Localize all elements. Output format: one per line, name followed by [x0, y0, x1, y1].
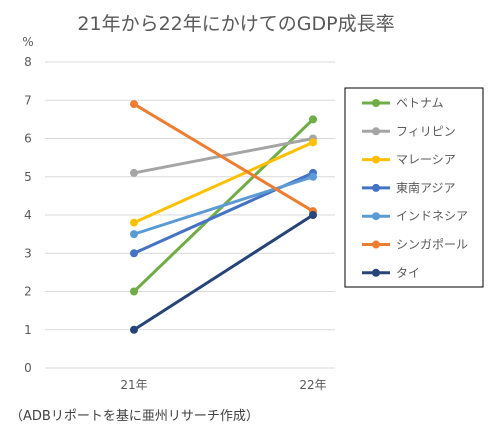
- data-point: [130, 287, 138, 296]
- data-point: [309, 211, 317, 219]
- series-lines: [130, 100, 317, 334]
- legend-item: マレーシア: [362, 153, 456, 167]
- x-axis-ticks: 21年 22年: [120, 378, 326, 392]
- y-tick-label: 1: [24, 323, 32, 337]
- series-line: [133, 175, 314, 236]
- legend-item: フィリピン: [362, 124, 456, 138]
- y-tick-label: 7: [24, 93, 32, 107]
- legend-swatch-marker: [372, 212, 380, 221]
- legend-swatch-marker: [372, 155, 380, 164]
- legend-label: フィリピン: [396, 124, 456, 138]
- legend-item: タイ: [362, 266, 420, 280]
- chart-title: 21年から22年にかけてのGDP成長率: [77, 13, 394, 35]
- series-line: [133, 140, 314, 225]
- x-tick-label: 21年: [120, 378, 147, 392]
- data-point: [309, 138, 317, 147]
- legend-label: インドネシア: [396, 209, 468, 223]
- series-5: [130, 100, 317, 216]
- y-tick-label: 5: [24, 170, 32, 184]
- legend-swatch-marker: [372, 127, 380, 136]
- legend-swatch-marker: [372, 268, 380, 277]
- y-axis-ticks: 0 1 2 3 4 5 6 7 8: [24, 55, 32, 375]
- data-point: [130, 218, 138, 227]
- source-note: （ADBリポートを基に亜州リサーチ作成）: [10, 409, 259, 424]
- series-line: [133, 137, 314, 175]
- y-tick-label: 8: [24, 55, 32, 69]
- legend-swatch-marker: [372, 183, 380, 192]
- data-point: [130, 249, 138, 258]
- legend-item: 東南アジア: [362, 180, 456, 195]
- data-point: [130, 325, 138, 334]
- data-point: [309, 115, 317, 124]
- y-tick-label: 3: [24, 246, 32, 260]
- legend-label: ベトナム: [396, 96, 444, 110]
- legend-item: ベトナム: [362, 96, 444, 110]
- legend-swatch-marker: [372, 240, 380, 249]
- legend-label: タイ: [396, 266, 420, 280]
- y-axis-unit: %: [22, 35, 33, 49]
- legend-label: 東南アジア: [396, 180, 456, 195]
- series-line: [133, 102, 314, 213]
- legend-item: シンガポール: [362, 238, 468, 252]
- legend-label: マレーシア: [396, 153, 456, 167]
- data-point: [309, 172, 317, 181]
- legend-label: シンガポール: [396, 238, 468, 252]
- y-tick-label: 6: [24, 132, 32, 146]
- legend-item: インドネシア: [362, 209, 468, 223]
- series-line: [133, 213, 314, 332]
- data-point: [130, 230, 138, 239]
- y-tick-label: 2: [24, 285, 32, 299]
- y-tick-label: 0: [24, 361, 32, 375]
- series-4: [130, 172, 317, 239]
- legend-swatch-marker: [372, 99, 380, 107]
- series-6: [130, 211, 317, 334]
- x-tick-label: 22年: [299, 378, 326, 392]
- data-point: [130, 168, 138, 177]
- data-point: [130, 100, 138, 109]
- y-tick-label: 4: [24, 208, 32, 222]
- series-2: [130, 138, 317, 227]
